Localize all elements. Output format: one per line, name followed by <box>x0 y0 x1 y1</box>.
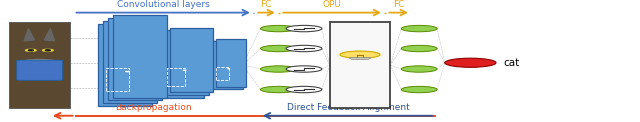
Circle shape <box>45 50 51 51</box>
Text: FC: FC <box>393 0 404 9</box>
Circle shape <box>338 51 382 59</box>
Circle shape <box>18 60 61 67</box>
FancyBboxPatch shape <box>17 60 63 80</box>
Bar <box>161 33 204 97</box>
Text: Backpropagation: Backpropagation <box>115 103 192 112</box>
Circle shape <box>26 49 36 51</box>
Bar <box>9 22 70 108</box>
Bar <box>330 22 390 108</box>
Polygon shape <box>349 58 371 59</box>
Circle shape <box>445 58 496 67</box>
Circle shape <box>43 49 53 51</box>
Text: Direct Feedback Alignment: Direct Feedback Alignment <box>287 103 410 112</box>
Polygon shape <box>44 29 54 41</box>
Bar <box>216 67 229 80</box>
Circle shape <box>401 86 437 93</box>
Text: Convolutional layers: Convolutional layers <box>117 0 209 9</box>
Bar <box>212 41 243 89</box>
Bar <box>167 68 186 86</box>
Bar <box>113 15 168 97</box>
Bar <box>108 18 163 100</box>
Text: cat: cat <box>504 58 520 68</box>
Bar <box>106 68 129 91</box>
Circle shape <box>286 66 322 72</box>
Circle shape <box>401 66 437 72</box>
Circle shape <box>260 25 296 32</box>
Bar <box>97 24 152 106</box>
Text: OPU: OPU <box>323 0 342 9</box>
Circle shape <box>286 25 322 32</box>
Circle shape <box>286 86 322 93</box>
Circle shape <box>401 25 437 32</box>
Bar <box>102 21 157 103</box>
Circle shape <box>260 86 296 93</box>
Circle shape <box>340 51 380 58</box>
Circle shape <box>260 66 296 72</box>
Circle shape <box>286 45 322 52</box>
Bar <box>216 39 246 87</box>
Circle shape <box>401 45 437 52</box>
Circle shape <box>28 50 33 51</box>
Bar <box>165 30 209 95</box>
Circle shape <box>260 45 296 52</box>
Text: FC: FC <box>260 0 272 9</box>
Bar <box>170 28 213 92</box>
Polygon shape <box>24 29 35 41</box>
